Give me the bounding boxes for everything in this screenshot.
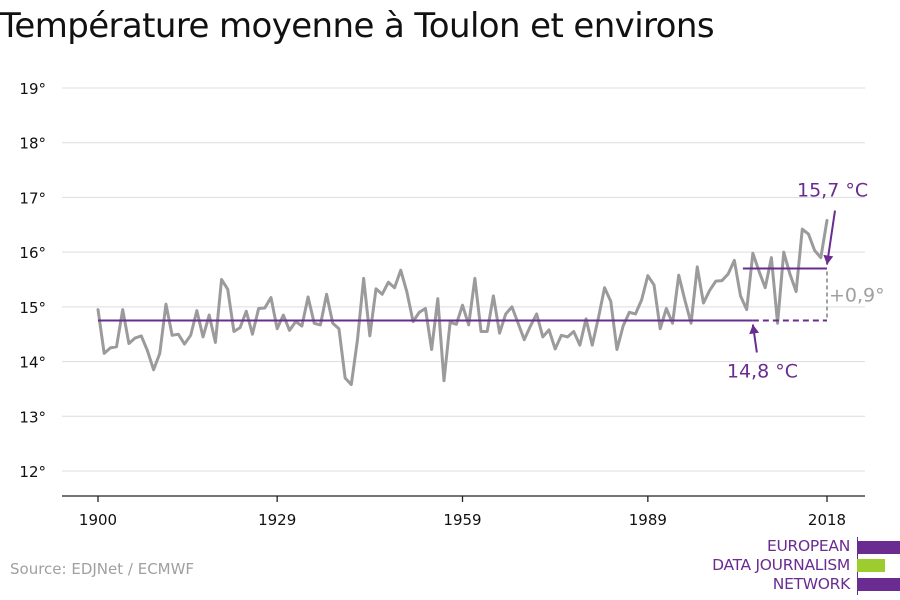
chart-title: Température moyenne à Toulon et environs xyxy=(0,6,715,46)
y-tick-label: 16° xyxy=(19,244,46,262)
logo-line-1: EUROPEAN xyxy=(766,537,850,555)
reference-lines xyxy=(98,267,828,322)
y-tick-label: 18° xyxy=(19,135,46,153)
logo-bar-2 xyxy=(857,559,885,572)
difference-label: +0,9° xyxy=(829,285,885,307)
edjnet-logo[interactable]: EUROPEAN DATA JOURNALISM NETWORK xyxy=(700,537,900,595)
baseline-mean-label: 14,8 °C xyxy=(727,361,798,383)
x-tick-label: 1929 xyxy=(258,511,296,529)
source-note: Source: EDJNet / ECMWF xyxy=(10,560,195,578)
series-line-0 xyxy=(96,218,829,387)
recent-label-arrow-head xyxy=(823,254,834,265)
annotations: 14,8 °C 15,7 °C +0,9° xyxy=(727,180,885,383)
baseline-label-arrow-head xyxy=(749,324,760,335)
series-group xyxy=(96,218,829,387)
y-tick-label: 15° xyxy=(19,299,46,317)
x-axis: 1900 1929 1959 1989 2018 xyxy=(62,495,865,529)
x-tick-label: 1959 xyxy=(443,511,481,529)
y-tick-label: 14° xyxy=(19,354,46,372)
y-tick-label: 13° xyxy=(19,408,46,426)
x-tick-label: 1989 xyxy=(629,511,667,529)
logo-bar-3 xyxy=(857,578,900,591)
y-tick-label: 12° xyxy=(19,463,46,481)
logo-line-2: DATA JOURNALISM xyxy=(712,556,850,574)
recent-label-arrow xyxy=(826,210,836,265)
recent-mean-label: 15,7 °C xyxy=(797,180,868,202)
x-tick-label: 1900 xyxy=(79,511,117,529)
gridlines xyxy=(62,87,865,472)
logo-line-3: NETWORK xyxy=(772,575,851,593)
y-tick-label: 19° xyxy=(19,80,46,98)
x-tick-label: 2018 xyxy=(808,511,846,529)
y-axis-ticks: 12° 13° 14° 15° 16° 17° 18° 19° xyxy=(19,80,46,481)
y-tick-label: 17° xyxy=(19,189,46,207)
logo-bar-1 xyxy=(857,541,900,554)
